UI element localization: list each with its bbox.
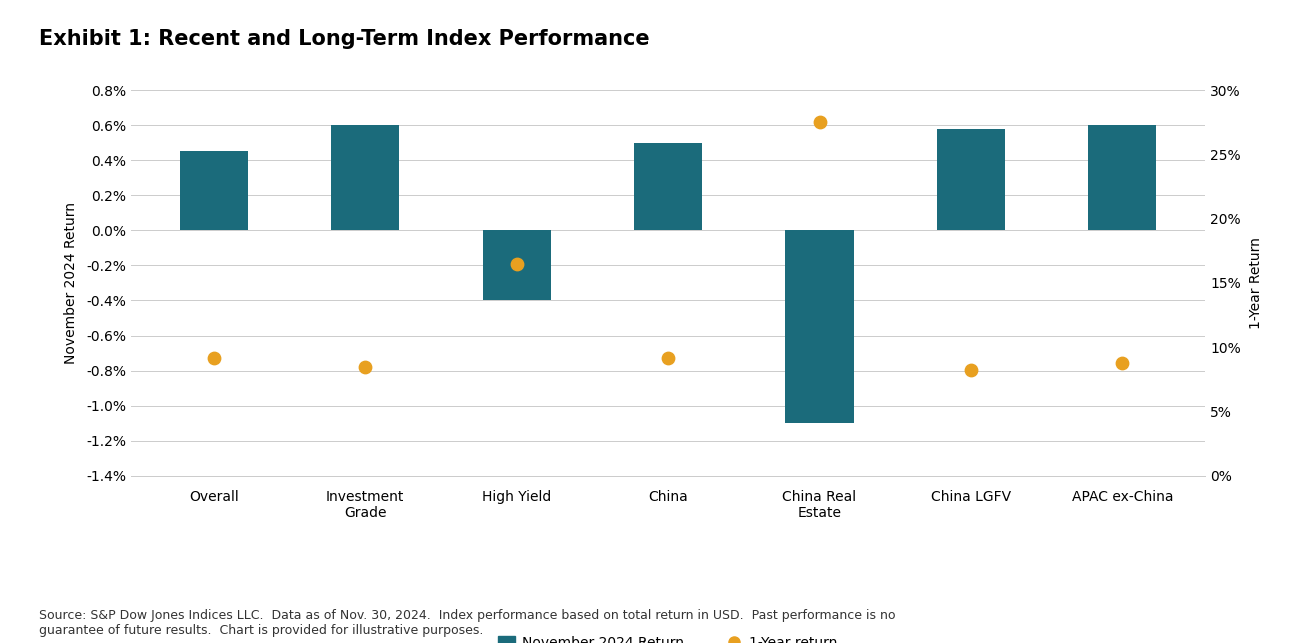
Text: Exhibit 1: Recent and Long-Term Index Performance: Exhibit 1: Recent and Long-Term Index Pe… xyxy=(39,29,650,49)
Legend: November 2024 Return, 1-Year return: November 2024 Return, 1-Year return xyxy=(491,629,845,643)
Bar xyxy=(482,230,550,300)
Point xyxy=(203,352,224,363)
Bar xyxy=(937,129,1005,230)
Point xyxy=(1112,358,1133,368)
Text: Source: S&P Dow Jones Indices LLC.  Data as of Nov. 30, 2024.  Index performance: Source: S&P Dow Jones Indices LLC. Data … xyxy=(39,608,896,637)
Point xyxy=(960,365,981,376)
Bar xyxy=(1089,125,1157,230)
Bar xyxy=(179,151,248,230)
Point xyxy=(506,258,527,269)
Bar xyxy=(786,230,854,423)
Bar xyxy=(634,143,702,230)
Point xyxy=(355,361,376,372)
Y-axis label: 1-Year Return: 1-Year Return xyxy=(1250,237,1263,329)
Y-axis label: November 2024 Return: November 2024 Return xyxy=(64,202,77,364)
Point xyxy=(658,352,679,363)
Bar xyxy=(331,125,400,230)
Point xyxy=(810,117,831,127)
